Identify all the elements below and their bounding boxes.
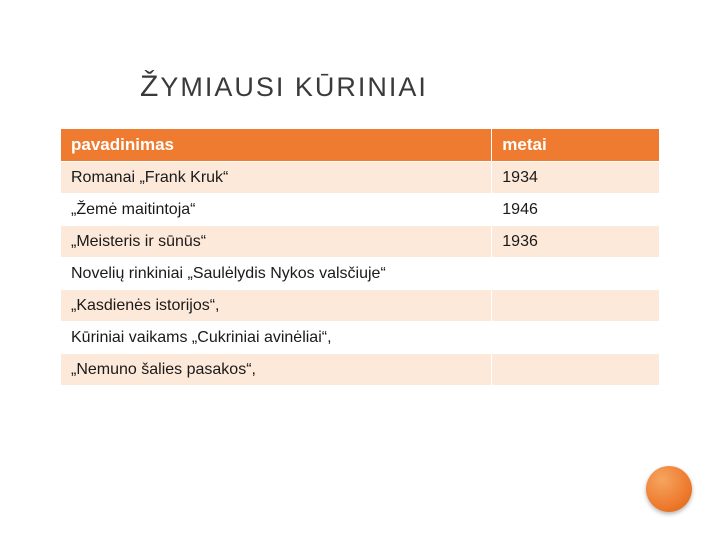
cell-year (492, 322, 660, 354)
cell-year: 1936 (492, 226, 660, 258)
cell-name: Novelių rinkiniai „Saulėlydis Nykos vals… (61, 258, 492, 290)
title-rest: YMIAUSI KŪRINIAI (160, 72, 428, 102)
cell-name: „Kasdienės istorijos“, (61, 290, 492, 322)
header-year: metai (492, 129, 660, 162)
cell-year (492, 258, 660, 290)
table-row: Novelių rinkiniai „Saulėlydis Nykos vals… (61, 258, 660, 290)
works-table: pavadinimas metai Romanai „Frank Kruk“ 1… (60, 128, 660, 386)
table-row: Romanai „Frank Kruk“ 1934 (61, 162, 660, 194)
header-name: pavadinimas (61, 129, 492, 162)
table-row: Kūriniai vaikams „Cukriniai avinėliai“, (61, 322, 660, 354)
cell-name: Kūriniai vaikams „Cukriniai avinėliai“, (61, 322, 492, 354)
table-row: „Žemė maitintoja“ 1946 (61, 194, 660, 226)
table-row: „Nemuno šalies pasakos“, (61, 354, 660, 386)
cell-name: Romanai „Frank Kruk“ (61, 162, 492, 194)
table-row: „Kasdienės istorijos“, (61, 290, 660, 322)
cell-year: 1934 (492, 162, 660, 194)
cell-year (492, 354, 660, 386)
cell-year (492, 290, 660, 322)
slide-container: ŽYMIAUSI KŪRINIAI pavadinimas metai Roma… (0, 0, 720, 540)
cell-name: „Nemuno šalies pasakos“, (61, 354, 492, 386)
slide-title: ŽYMIAUSI KŪRINIAI (140, 70, 660, 104)
cell-name: „Meisteris ir sūnūs“ (61, 226, 492, 258)
cell-year: 1946 (492, 194, 660, 226)
decorative-circle-icon (646, 466, 692, 512)
table-row: „Meisteris ir sūnūs“ 1936 (61, 226, 660, 258)
title-first-letter: Ž (140, 70, 160, 103)
table-header-row: pavadinimas metai (61, 129, 660, 162)
cell-name: „Žemė maitintoja“ (61, 194, 492, 226)
